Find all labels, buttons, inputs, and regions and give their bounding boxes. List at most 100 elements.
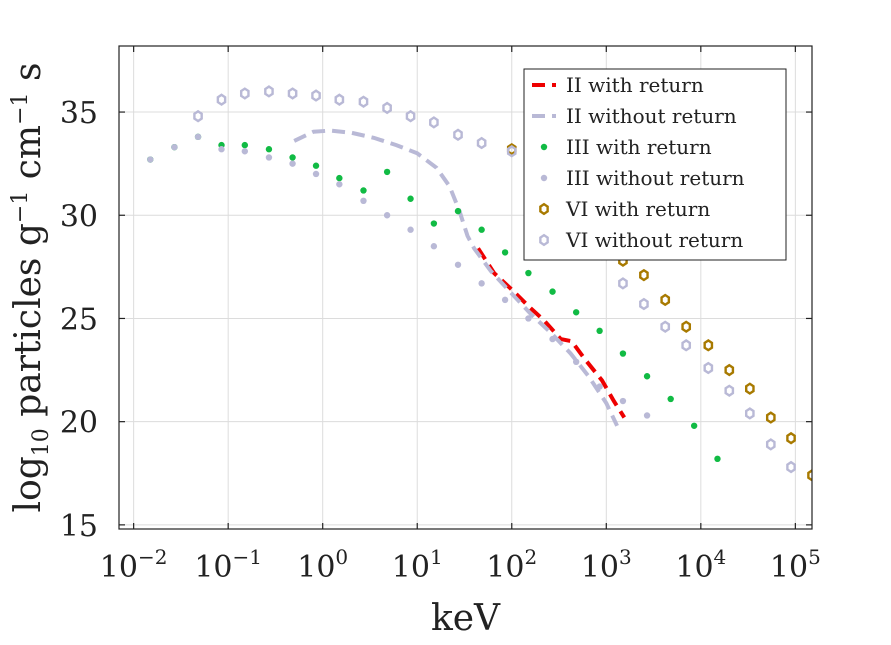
legend-marker-vi-with-return [539, 202, 549, 216]
data-point-vi-with-return [745, 382, 755, 395]
data-point-iii-without-return [572, 358, 580, 366]
x-axis-label: keV [431, 598, 501, 639]
legend-label-iii-with-return: III with return [566, 135, 712, 159]
data-point-iii-without-return [241, 148, 249, 155]
data-point-iii-without-return [194, 133, 202, 141]
series-line-ii-with-return [476, 247, 626, 419]
legend-marker-vi-without-return [539, 233, 549, 247]
legend-marker-iii-without-return [540, 174, 548, 182]
data-point-iii-with-return [478, 226, 485, 233]
legend-label-ii-with-return: II with return [566, 73, 704, 97]
data-point-vi-with-return [765, 411, 776, 424]
legend-label-vi-without-return: VI without return [565, 228, 743, 252]
data-point-vi-with-return [681, 320, 692, 333]
x-tick-exponent: −1 [233, 545, 262, 569]
data-point-iii-with-return [596, 327, 603, 335]
data-point-vi-without-return [429, 116, 439, 129]
y-tick-label: 35 [60, 96, 98, 131]
data-point-vi-without-return [745, 407, 755, 420]
x-tick-exponent: −2 [138, 545, 167, 569]
data-point-iii-with-return [643, 373, 651, 380]
data-point-iii-without-return [383, 212, 391, 219]
data-point-vi-with-return [786, 431, 796, 445]
data-point-iii-with-return [454, 207, 462, 215]
legend-label-vi-with-return: VI with return [565, 197, 710, 221]
data-point-iii-with-return [312, 162, 320, 169]
data-point-vi-without-return [334, 93, 345, 106]
x-tick-exponent: 1 [430, 545, 443, 569]
data-point-iii-with-return [572, 309, 580, 316]
legend-label-iii-without-return: III without return [566, 166, 745, 190]
data-point-vi-without-return [506, 145, 517, 158]
data-point-vi-without-return [382, 101, 392, 115]
data-point-iii-without-return [430, 243, 438, 250]
data-point-vi-without-return [724, 384, 735, 397]
data-point-iii-without-return [454, 261, 462, 268]
data-point-vi-without-return [681, 339, 692, 352]
data-point-iii-without-return [596, 383, 603, 390]
data-point-vi-with-return [807, 469, 812, 482]
x-tick-exponent: 5 [808, 545, 821, 569]
data-point-vi-without-return [216, 93, 227, 106]
y-tick-label: 20 [60, 406, 98, 441]
y-tick-label: 30 [60, 199, 98, 234]
data-point-iii-without-return [525, 315, 532, 322]
data-point-vi-without-return [786, 460, 796, 474]
x-tick-exponent: 4 [714, 545, 727, 569]
data-point-vi-without-return [639, 297, 649, 311]
legend: II with return II without return III with … [523, 68, 787, 261]
y-axis-label: log10 particles g−1 cm−1 s [8, 63, 54, 513]
data-point-iii-with-return [714, 455, 721, 463]
data-point-iii-without-return [336, 181, 343, 188]
data-point-vi-without-return [703, 361, 714, 375]
data-point-vi-without-return [618, 277, 628, 290]
data-point-iii-with-return [667, 395, 674, 403]
data-point-vi-without-return [765, 438, 776, 451]
data-point-vi-without-return [311, 89, 321, 102]
data-point-iii-without-return [147, 156, 154, 163]
data-point-iii-without-return [619, 397, 627, 405]
data-point-vi-without-return [453, 128, 463, 142]
data-point-iii-without-return [407, 226, 414, 233]
data-point-iii-with-return [407, 195, 414, 202]
series-layer [147, 85, 812, 482]
data-point-vi-with-return [724, 363, 735, 377]
data-point-iii-without-return [171, 143, 178, 151]
legend-label-ii-without-return: II without return [566, 104, 737, 128]
data-point-iii-without-return [360, 197, 367, 205]
x-tick-exponent: 2 [524, 545, 537, 569]
data-point-vi-without-return [405, 109, 416, 123]
x-tick-exponent: 3 [619, 545, 632, 569]
data-point-iii-with-return [360, 187, 367, 194]
data-point-iii-with-return [690, 422, 698, 429]
data-point-vi-with-return [639, 268, 649, 282]
y-tick-label: 15 [60, 509, 98, 544]
data-point-vi-with-return [660, 293, 671, 307]
data-point-iii-without-return [501, 296, 509, 304]
x-tick-label: 101 [392, 545, 443, 585]
data-point-iii-with-return [383, 168, 391, 176]
data-point-vi-without-return [264, 85, 274, 98]
data-point-iii-with-return [549, 288, 556, 295]
x-tick-exponent: 0 [335, 545, 348, 569]
data-point-iii-with-return [265, 146, 273, 153]
legend-marker-iii-with-return [540, 143, 548, 151]
data-point-vi-without-return [193, 109, 203, 123]
data-point-iii-without-return [478, 280, 485, 287]
grid [119, 46, 812, 529]
data-point-iii-with-return [619, 350, 627, 357]
data-point-iii-without-return [265, 154, 273, 161]
data-point-vi-with-return [703, 339, 714, 352]
data-point-iii-with-return [430, 220, 438, 227]
data-point-vi-without-return [358, 95, 369, 108]
data-point-iii-with-return [501, 249, 509, 256]
data-point-iii-with-return [241, 141, 249, 149]
data-point-iii-with-return [289, 154, 296, 161]
plot-frame [118, 45, 813, 530]
legend-box [523, 68, 787, 261]
y-tick-label: 25 [60, 302, 98, 337]
data-point-iii-without-return [289, 160, 296, 167]
data-point-vi-without-return [476, 136, 487, 150]
series-line-ii-without-return [293, 128, 619, 427]
